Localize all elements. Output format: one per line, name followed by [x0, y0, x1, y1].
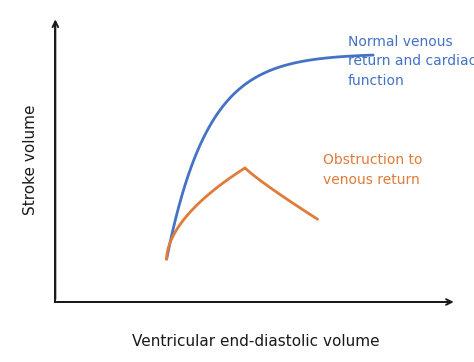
Text: Ventricular end-diastolic volume: Ventricular end-diastolic volume: [132, 334, 380, 349]
Text: Obstruction to
venous return: Obstruction to venous return: [323, 153, 422, 187]
Text: Normal venous
return and cardiac
function: Normal venous return and cardiac functio…: [348, 35, 474, 88]
Text: Stroke volume: Stroke volume: [23, 104, 38, 215]
